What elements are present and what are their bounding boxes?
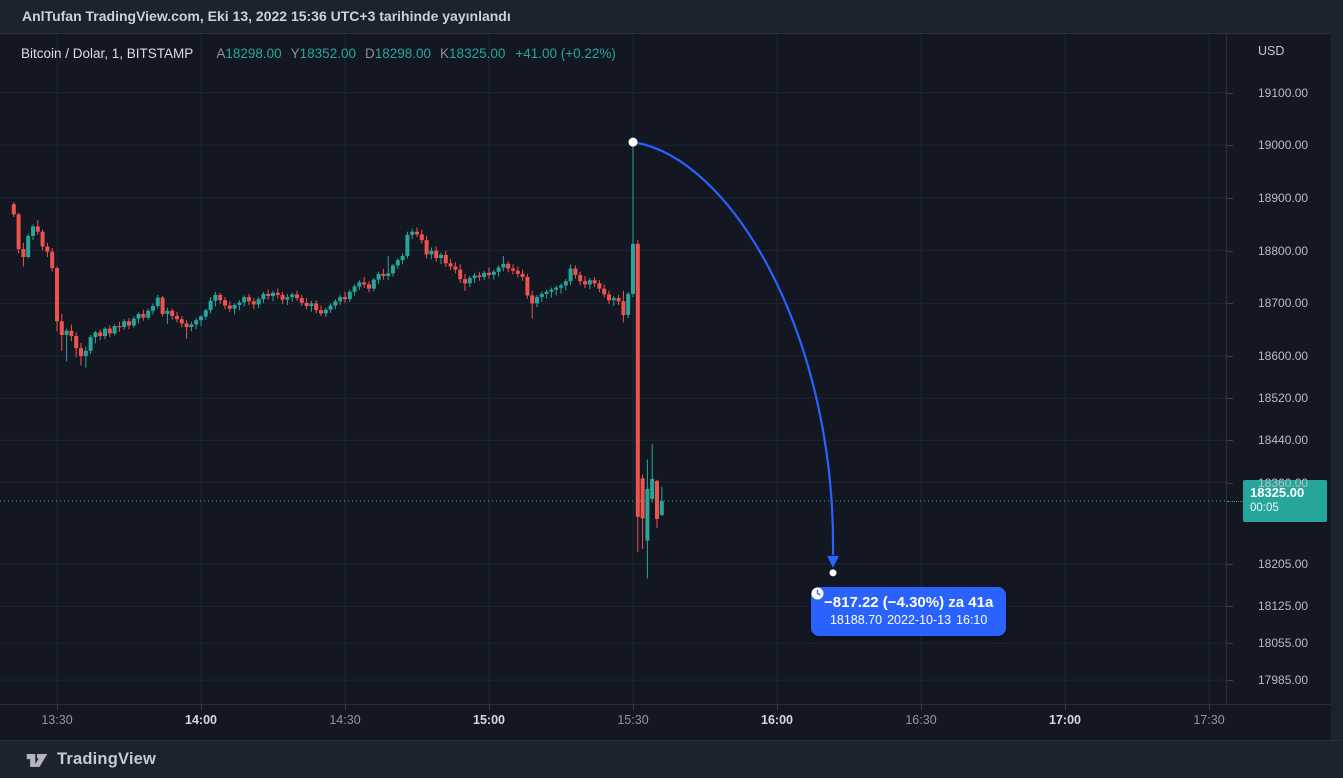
price-axis-label: 18055.00	[1258, 636, 1309, 651]
time-axis-label: 17:30	[1193, 713, 1225, 727]
chart-pane[interactable]: Bitcoin / Dolar, 1, BITSTAMP A18298.00 Y18…	[0, 34, 1226, 704]
ohlc-field-value: 18298.00	[374, 46, 432, 61]
price-axis-tick	[1227, 398, 1233, 400]
tradingview-logo-icon[interactable]	[25, 748, 49, 772]
price-axis-label: 18520.00	[1258, 391, 1309, 406]
price-axis-label: 18600.00	[1258, 349, 1309, 364]
time-axis[interactable]: 13:30 14:00 14:30 15:00 15:30 16:00 16:30 17:00…	[0, 704, 1331, 741]
current-price-line-stub	[1227, 501, 1243, 502]
bar-countdown: 00:05	[1250, 502, 1279, 514]
measure-detail-row: 18188.70 2022-10-13 16:10	[811, 587, 993, 629]
time-axis-tick	[201, 705, 202, 710]
time-axis-tick	[345, 705, 346, 710]
time-axis-label: 16:30	[905, 713, 937, 727]
price-axis-label: 18800.00	[1258, 243, 1309, 258]
brand-footer: TradingView	[0, 740, 1343, 778]
price-axis-tick	[1227, 145, 1233, 147]
tradingview-brand-text[interactable]: TradingView	[57, 750, 157, 768]
time-axis-tick	[921, 705, 922, 710]
price-axis-tick	[1227, 482, 1233, 484]
measure-change-label: −817.22 (−4.30%) za 41a	[824, 593, 994, 611]
price-axis-label: 18360.00	[1258, 475, 1309, 490]
time-axis-label: 15:00	[473, 713, 505, 727]
ohlc-field-key: K	[440, 46, 450, 61]
time-axis-tick	[777, 705, 778, 710]
price-axis-tick	[1227, 356, 1233, 358]
price-axis-label: 18440.00	[1258, 433, 1309, 448]
ohlc-values: A18298.00 Y18352.00 D18298.00 K18325.00	[207, 46, 505, 61]
price-axis-tick	[1227, 250, 1233, 252]
time-axis-tick	[1209, 705, 1210, 710]
ohlc-field-value: 18352.00	[299, 46, 356, 61]
price-axis-tick	[1227, 197, 1233, 199]
time-axis-label: 17:00	[1049, 713, 1081, 727]
time-axis-label: 14:00	[185, 713, 217, 727]
ohlc-field-key: D	[364, 46, 375, 61]
ohlc-field-value: 18325.00	[449, 46, 506, 61]
measure-price-label: 18188.70	[829, 612, 883, 627]
price-axis-tick	[1227, 92, 1233, 94]
measure-time-label: 16:10	[956, 612, 988, 627]
symbol-title[interactable]: Bitcoin / Dolar, 1, BITSTAMP	[21, 46, 194, 61]
time-axis-label: 16:00	[761, 713, 793, 727]
time-axis-tick	[633, 705, 634, 710]
current-price-badge: 18325.00 00:05	[1243, 480, 1327, 522]
publish-header-text: AnlTufan TradingView.com, Eki 13, 2022 1…	[22, 8, 511, 24]
price-axis-label: 18900.00	[1258, 190, 1309, 205]
price-axis-label: 19000.00	[1258, 138, 1309, 153]
chart-widget: Bitcoin / Dolar, 1, BITSTAMP A18298.00 Y18…	[0, 33, 1331, 740]
price-axis-tick	[1227, 303, 1233, 305]
time-axis-label: 14:30	[329, 713, 361, 727]
time-axis-tick	[57, 705, 58, 710]
symbol-legend[interactable]: Bitcoin / Dolar, 1, BITSTAMP A18298.00 Y18…	[21, 46, 616, 61]
current-price-value: 18325.00	[1250, 485, 1305, 500]
change-label: +41.00 (+0.22%)	[515, 46, 616, 61]
price-axis-label: 18205.00	[1258, 557, 1309, 572]
publish-header: AnlTufan TradingView.com, Eki 13, 2022 1…	[0, 0, 1343, 33]
time-axis-label: 13:30	[41, 713, 73, 727]
price-axis-label: 17985.00	[1258, 673, 1309, 688]
ohlc-field-key: Y	[290, 46, 300, 61]
price-axis-tick	[1227, 564, 1233, 566]
ohlc-field-value: 18298.00	[225, 46, 282, 61]
time-axis-label: 15:30	[617, 713, 649, 727]
price-axis-tick	[1227, 440, 1233, 442]
measure-tooltip: −817.22 (−4.30%) za 41a 18188.70 2022-10…	[811, 586, 1007, 636]
price-axis-tick	[1227, 643, 1233, 645]
price-axis[interactable]: USD 18325.00 00:05 19100.00 19000.00 18900…	[1226, 34, 1331, 704]
measure-date-label: 2022-10-13	[887, 612, 952, 627]
price-axis-tick	[1227, 606, 1233, 608]
price-axis-tick	[1227, 680, 1233, 682]
clock-icon	[811, 587, 824, 600]
time-axis-tick	[1065, 705, 1066, 710]
price-axis-label: 19100.00	[1258, 85, 1309, 100]
ohlc-field-key: A	[216, 46, 226, 61]
time-axis-tick	[489, 705, 490, 710]
price-axis-label: 18125.00	[1258, 599, 1309, 614]
candlestick-chart[interactable]	[0, 34, 1226, 704]
currency-label: USD	[1258, 44, 1285, 58]
price-axis-label: 18700.00	[1258, 296, 1309, 311]
